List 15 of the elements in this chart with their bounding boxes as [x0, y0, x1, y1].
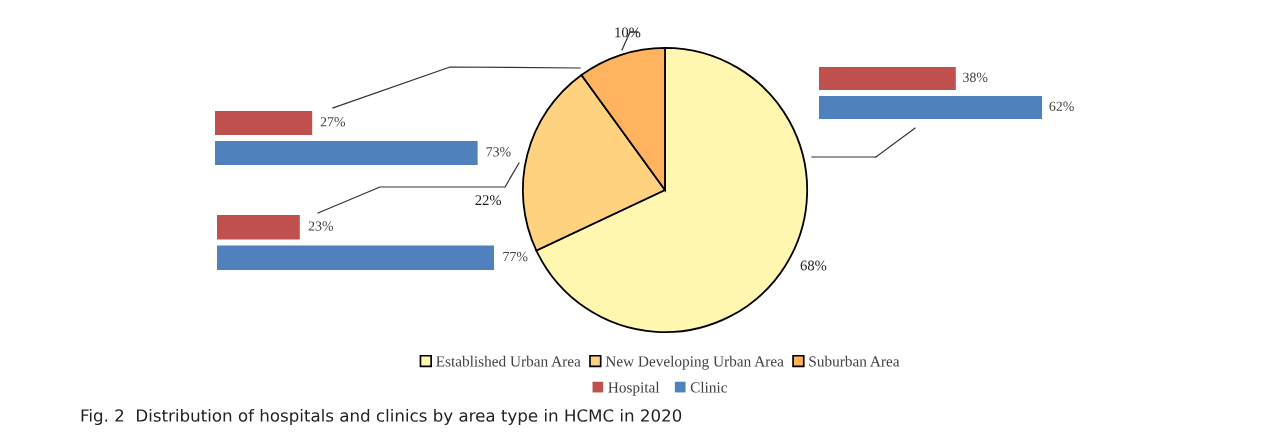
caption: Fig. 2 Distribution of hospitals and clinics by area type in HCMC in 2020: [81, 408, 682, 426]
legend-label: Hospital: [608, 381, 660, 396]
data-label: 77%: [503, 251, 528, 262]
data-label: 68%: [800, 260, 827, 271]
data-label: 22%: [475, 195, 502, 206]
data-label: 27%: [320, 117, 346, 127]
data-label: 62%: [1049, 101, 1074, 112]
data-label: 38%: [963, 72, 988, 83]
data-label: 73%: [486, 147, 511, 157]
legend-label: Established Urban Area: [436, 355, 581, 367]
data-label: 10%: [615, 27, 641, 38]
legend-label: Clinic: [690, 381, 728, 393]
legend-label: New Developing Urban Area: [605, 355, 784, 370]
data-label: 23%: [308, 221, 334, 231]
legend-label: Suburban Area: [809, 355, 900, 367]
